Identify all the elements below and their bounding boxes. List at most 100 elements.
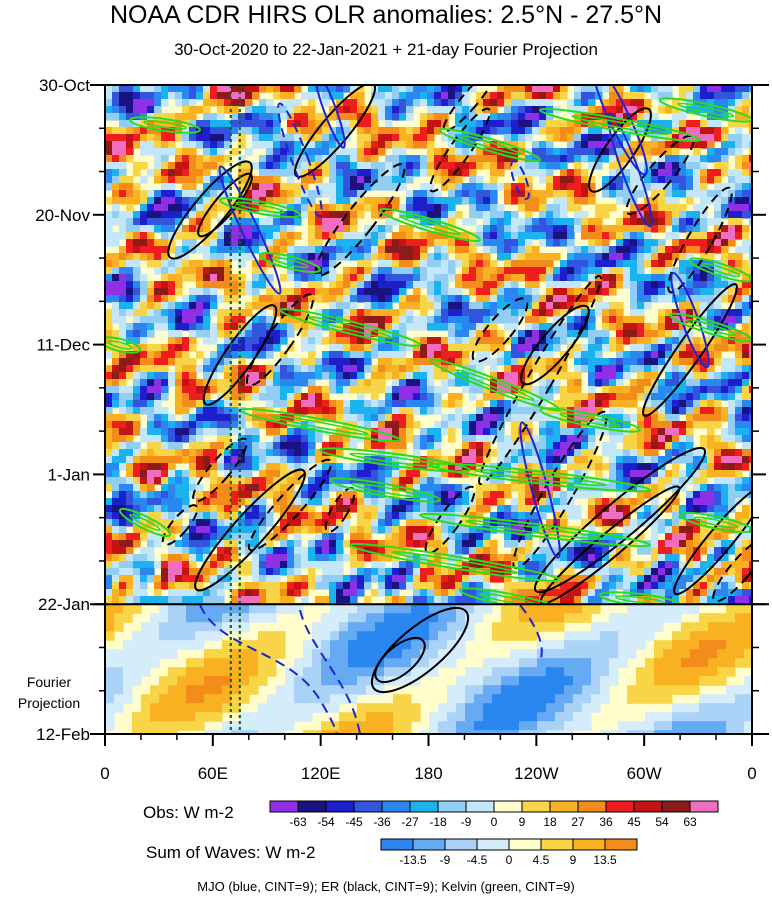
obs-cell: [518, 337, 526, 345]
obs-cell: [336, 309, 344, 317]
obs-cell: [105, 92, 113, 100]
obs-cell: [252, 302, 260, 310]
obs-cell: [420, 120, 428, 128]
obs-cell: [532, 148, 540, 156]
obs-cell: [623, 470, 631, 478]
obs-cell: [294, 477, 302, 485]
obs-cell: [714, 239, 722, 247]
obs-cell: [560, 337, 568, 345]
obs-cell: [434, 106, 442, 114]
obs-cell: [735, 253, 743, 261]
obs-cell: [749, 260, 752, 268]
obs-cell: [497, 379, 505, 387]
obs-cell: [105, 253, 113, 261]
obs-cell: [735, 435, 743, 443]
obs-cell: [280, 421, 288, 429]
obs-cell: [273, 330, 281, 338]
obs-cell: [665, 148, 673, 156]
obs-cell: [609, 414, 617, 422]
obs-cell: [203, 428, 211, 436]
obs-cell: [189, 225, 197, 233]
obs-cell: [728, 211, 736, 219]
obs-cell: [637, 281, 645, 289]
obs-cell: [196, 106, 204, 114]
obs-cell: [378, 351, 386, 359]
obs-cell: [742, 323, 750, 331]
obs-cell: [112, 477, 120, 485]
obs-cell: [441, 99, 449, 107]
obs-cell: [525, 225, 533, 233]
obs-cell: [735, 211, 743, 219]
obs-cell: [441, 484, 449, 492]
obs-cell: [385, 141, 393, 149]
obs-cell: [126, 99, 134, 107]
obs-cell: [693, 246, 701, 254]
obs-cell: [259, 463, 267, 471]
obs-cell: [518, 358, 526, 366]
obs-cell: [280, 253, 288, 261]
obs-cell: [525, 442, 533, 450]
obs-cell: [112, 442, 120, 450]
obs-cell: [665, 295, 673, 303]
obs-cell: [721, 337, 729, 345]
obs-cell: [546, 407, 554, 415]
obs-cell: [497, 421, 505, 429]
obs-cell: [462, 99, 470, 107]
obs-cell: [560, 428, 568, 436]
obs-cell: [231, 337, 239, 345]
obs-cell: [721, 281, 729, 289]
obs-cell: [462, 491, 470, 499]
obs-cell: [448, 463, 456, 471]
obs-cell: [602, 372, 610, 380]
obs-cell: [749, 204, 752, 212]
obs-cell: [308, 365, 316, 373]
obs-cell: [476, 323, 484, 331]
obs-cell: [616, 106, 624, 114]
obs-cell: [238, 211, 246, 219]
obs-cell: [238, 379, 246, 387]
obs-cell: [539, 414, 547, 422]
obs-cell: [560, 134, 568, 142]
obs-cell: [644, 155, 652, 163]
obs-cell: [553, 477, 561, 485]
obs-cell: [553, 498, 561, 506]
obs-cell: [329, 505, 337, 513]
obs-cell: [413, 274, 421, 282]
obs-cell: [686, 435, 694, 443]
obs-cell: [133, 365, 141, 373]
obs-cell: [392, 323, 400, 331]
obs-cell: [329, 225, 337, 233]
obs-cell: [154, 344, 162, 352]
obs-cell: [420, 351, 428, 359]
obs-cell: [637, 428, 645, 436]
obs-cell: [546, 155, 554, 163]
obs-cell: [518, 169, 526, 177]
obs-cell: [189, 316, 197, 324]
obs-cell: [196, 225, 204, 233]
obs-cell: [133, 477, 141, 485]
obs-cell: [700, 344, 708, 352]
obs-cell: [420, 141, 428, 149]
obs-cell: [700, 232, 708, 240]
obs-cell: [714, 127, 722, 135]
obs-cell: [448, 218, 456, 226]
obs-cell: [413, 449, 421, 457]
obs-cell: [532, 232, 540, 240]
obs-cell: [462, 358, 470, 366]
obs-cell: [399, 498, 407, 506]
obs-cell: [196, 449, 204, 457]
obs-cell: [357, 141, 365, 149]
obs-cell: [294, 169, 302, 177]
obs-cell: [588, 323, 596, 331]
obs-cell: [210, 351, 218, 359]
obs-cell: [658, 162, 666, 170]
obs-cell: [315, 274, 323, 282]
obs-cell: [252, 267, 260, 275]
obs-cell: [672, 218, 680, 226]
obs-cell: [252, 372, 260, 380]
obs-cell: [434, 267, 442, 275]
obs-cell: [350, 365, 358, 373]
obs-cell: [322, 295, 330, 303]
obs-cell: [287, 176, 295, 184]
obs-cell: [266, 99, 274, 107]
